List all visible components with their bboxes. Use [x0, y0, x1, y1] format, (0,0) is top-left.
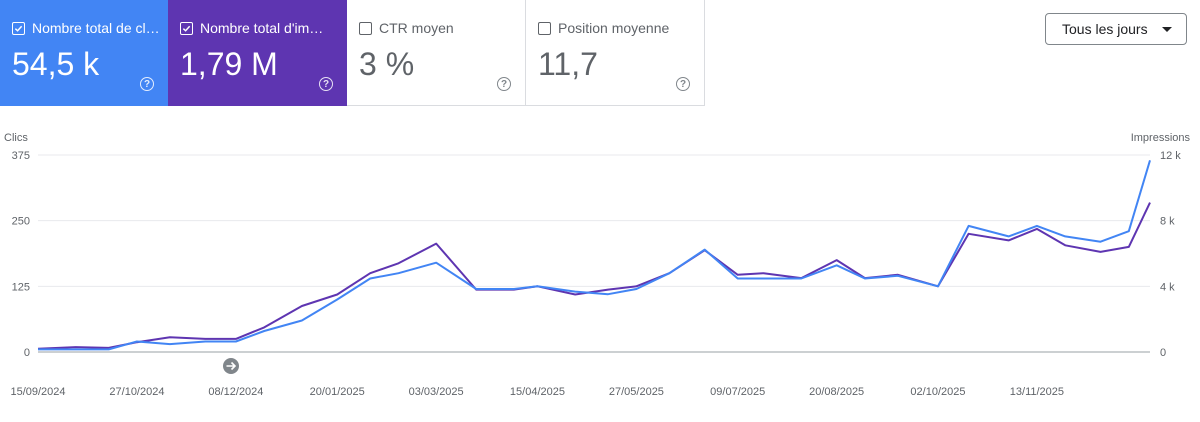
metric-label: Nombre total de clics: [32, 20, 162, 36]
metric-label: CTR moyen: [379, 20, 454, 36]
arrow-right-icon: [226, 361, 237, 371]
x-tick-label: 20/08/2025: [809, 386, 864, 398]
help-icon[interactable]: ?: [140, 77, 154, 91]
metric-label: Position moyenne: [558, 20, 670, 36]
metric-value: 1,79 M: [180, 46, 278, 82]
help-icon[interactable]: ?: [676, 77, 690, 91]
x-tick-label: 02/10/2025: [910, 386, 965, 398]
x-tick-label: 15/09/2024: [10, 386, 65, 398]
x-tick-label: 13/11/2025: [1010, 386, 1064, 398]
metric-cards: Nombre total de clics 54,5 k ? Nombre to…: [0, 0, 705, 106]
metric-value: 54,5 k: [12, 46, 100, 82]
checkbox-unchecked-icon[interactable]: [359, 21, 372, 35]
metric-card-header: CTR moyen: [359, 20, 454, 36]
y-tick-label-left: 125: [12, 281, 30, 293]
metric-card-header: Nombre total d'impressions: [180, 20, 330, 36]
y-axis-title-right: Impressions: [1131, 132, 1191, 144]
metric-card-clicks[interactable]: Nombre total de clics 54,5 k ?: [0, 0, 168, 106]
x-tick-label: 27/05/2025: [609, 386, 664, 398]
x-tick-label: 15/04/2025: [510, 386, 565, 398]
x-tick-label: 27/10/2024: [109, 386, 164, 398]
performance-chart: 375 12 k 250 8 k 125 4 k 0 0 Clics Impressions 15/…: [4, 132, 1191, 398]
y-tick-label-right: 12 k: [1160, 150, 1181, 162]
metric-value: 11,7: [538, 46, 598, 82]
period-dropdown-label: Tous les jours: [1062, 21, 1148, 37]
series-line-clics: [38, 160, 1151, 351]
metric-card-position[interactable]: Position moyenne 11,7 ?: [526, 0, 705, 106]
help-icon[interactable]: ?: [497, 77, 511, 91]
x-tick-label: 08/12/2024: [208, 386, 263, 398]
y-tick-label-left: 0: [24, 347, 30, 359]
metric-card-impressions[interactable]: Nombre total d'impressions 1,79 M ?: [168, 0, 347, 106]
checkbox-checked-icon[interactable]: [12, 21, 25, 35]
y-axis-title-left: Clics: [4, 132, 28, 144]
metric-value: 3 %: [359, 46, 415, 82]
x-tick-label: 09/07/2025: [710, 386, 765, 398]
metric-label: Nombre total d'impressions: [200, 20, 330, 36]
x-tick-label: 03/03/2025: [409, 386, 464, 398]
period-dropdown[interactable]: Tous les jours: [1045, 13, 1187, 45]
x-tick-label: 20/01/2025: [310, 386, 365, 398]
y-tick-label-left: 375: [12, 150, 30, 162]
y-tick-label-left: 250: [12, 216, 30, 228]
checkbox-unchecked-icon[interactable]: [538, 21, 551, 35]
y-tick-label-right: 4 k: [1160, 281, 1175, 293]
checkbox-checked-icon[interactable]: [180, 21, 193, 35]
y-tick-label-right: 0: [1160, 347, 1166, 359]
metric-card-header: Position moyenne: [538, 20, 669, 36]
y-tick-label-right: 8 k: [1160, 216, 1175, 228]
help-icon[interactable]: ?: [319, 77, 333, 91]
metric-card-header: Nombre total de clics: [12, 20, 162, 36]
metric-card-ctr[interactable]: CTR moyen 3 % ?: [347, 0, 526, 106]
caret-down-icon: [1162, 27, 1172, 32]
series-line-impressions: [37, 202, 1151, 350]
